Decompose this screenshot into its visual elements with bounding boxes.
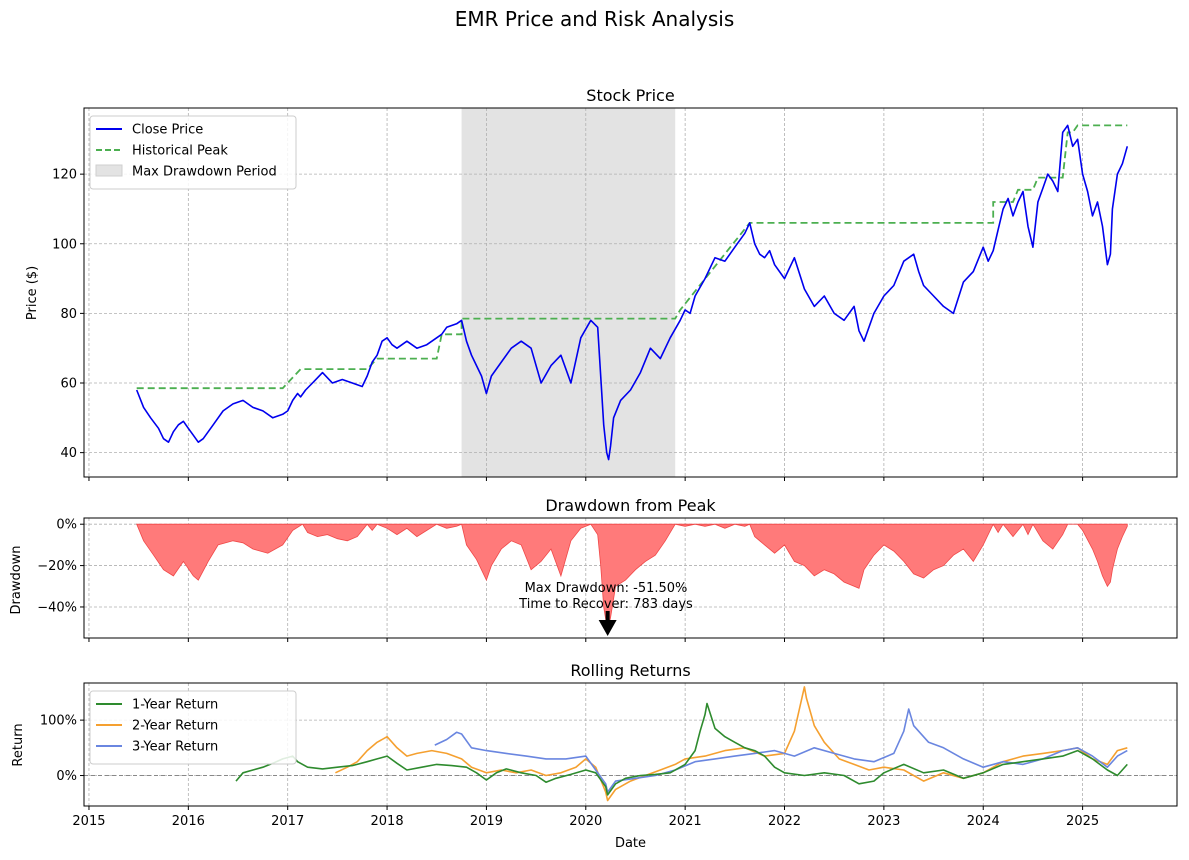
drawdown-annotation-line-2: Time to Recover: 783 days xyxy=(518,597,693,612)
x-tick-label: 2020 xyxy=(569,814,602,829)
price-panel: Stock Price Price ($) 40 60 80 100 120 Close … xyxy=(25,86,1178,481)
y-tick-label: 60 xyxy=(60,377,77,392)
close-price-line xyxy=(135,124,1129,461)
legend: 1-Year Return 2-Year Return 3-Year Return xyxy=(89,690,297,765)
legend: Close Price Historical Peak Max Drawdown P… xyxy=(89,115,297,190)
legend-entry: Close Price xyxy=(132,123,203,138)
y-tick-label: 100% xyxy=(40,714,77,729)
plot-border xyxy=(83,107,1178,478)
y-tick-label: 100 xyxy=(52,237,77,252)
three-year-return-line xyxy=(434,708,1128,793)
y-tick-label: 0% xyxy=(56,518,77,533)
x-tick-label: 2015 xyxy=(72,814,105,829)
x-tick-label: 2021 xyxy=(669,814,702,829)
x-tick-label: 2019 xyxy=(470,814,503,829)
returns-x-axis-label: Date xyxy=(615,836,646,851)
drawdown-panel: Drawdown from Peak Drawdown 0% −20% −40% M… xyxy=(9,496,1178,642)
returns-plot: 0% 100% 2015 2016 2017 2018 2019 2020 2021 2022 20… xyxy=(40,682,1178,829)
drawdown-area xyxy=(136,523,1128,631)
price-y-axis-label: Price ($) xyxy=(25,266,40,320)
y-tick-label: 0% xyxy=(56,769,77,784)
x-tick-label: 2022 xyxy=(768,814,801,829)
legend-entry: 2-Year Return xyxy=(132,719,218,734)
drawdown-annotation-line-1: Max Drawdown: -51.50% xyxy=(525,581,688,596)
x-tick-label: 2024 xyxy=(967,814,1000,829)
y-tick-label: −40% xyxy=(37,600,77,615)
two-year-return-line xyxy=(335,686,1128,802)
annotation-arrow-head xyxy=(598,620,617,636)
price-panel-title: Stock Price xyxy=(586,86,674,105)
y-tick-label: −20% xyxy=(37,559,77,574)
y-tick-label: 80 xyxy=(60,307,77,322)
drawdown-panel-title: Drawdown from Peak xyxy=(545,496,716,515)
y-tick-label: 120 xyxy=(52,168,77,183)
legend-entry: 1-Year Return xyxy=(132,698,218,713)
legend-swatch xyxy=(95,164,123,177)
drawdown-y-axis-label: Drawdown xyxy=(9,545,24,614)
x-tick-label: 2017 xyxy=(271,814,304,829)
x-tick-label: 2018 xyxy=(371,814,404,829)
legend-box xyxy=(89,115,297,190)
x-tick-label: 2023 xyxy=(867,814,900,829)
returns-panel: Rolling Returns Return Date 0% 100% 2015 20… xyxy=(11,661,1178,851)
max-drawdown-period-shade xyxy=(461,108,676,477)
plot-border xyxy=(83,517,1178,639)
one-year-return-line xyxy=(235,702,1128,796)
drawdown-plot: 0% −20% −40% xyxy=(37,517,1178,642)
x-tick-label: 2016 xyxy=(172,814,205,829)
legend-entry: 3-Year Return xyxy=(132,740,218,755)
plot-border xyxy=(83,682,1178,807)
x-tick-label: 2025 xyxy=(1066,814,1099,829)
returns-y-axis-label: Return xyxy=(11,723,26,766)
legend-entry: Max Drawdown Period xyxy=(132,165,277,180)
figure-title: EMR Price and Risk Analysis xyxy=(455,7,735,31)
price-plot: 40 60 80 100 120 Close Price Historical Peak Ma… xyxy=(52,107,1178,481)
returns-panel-title: Rolling Returns xyxy=(570,661,690,680)
legend-box xyxy=(89,690,297,765)
y-tick-label: 40 xyxy=(60,446,77,461)
legend-entry: Historical Peak xyxy=(132,144,228,159)
